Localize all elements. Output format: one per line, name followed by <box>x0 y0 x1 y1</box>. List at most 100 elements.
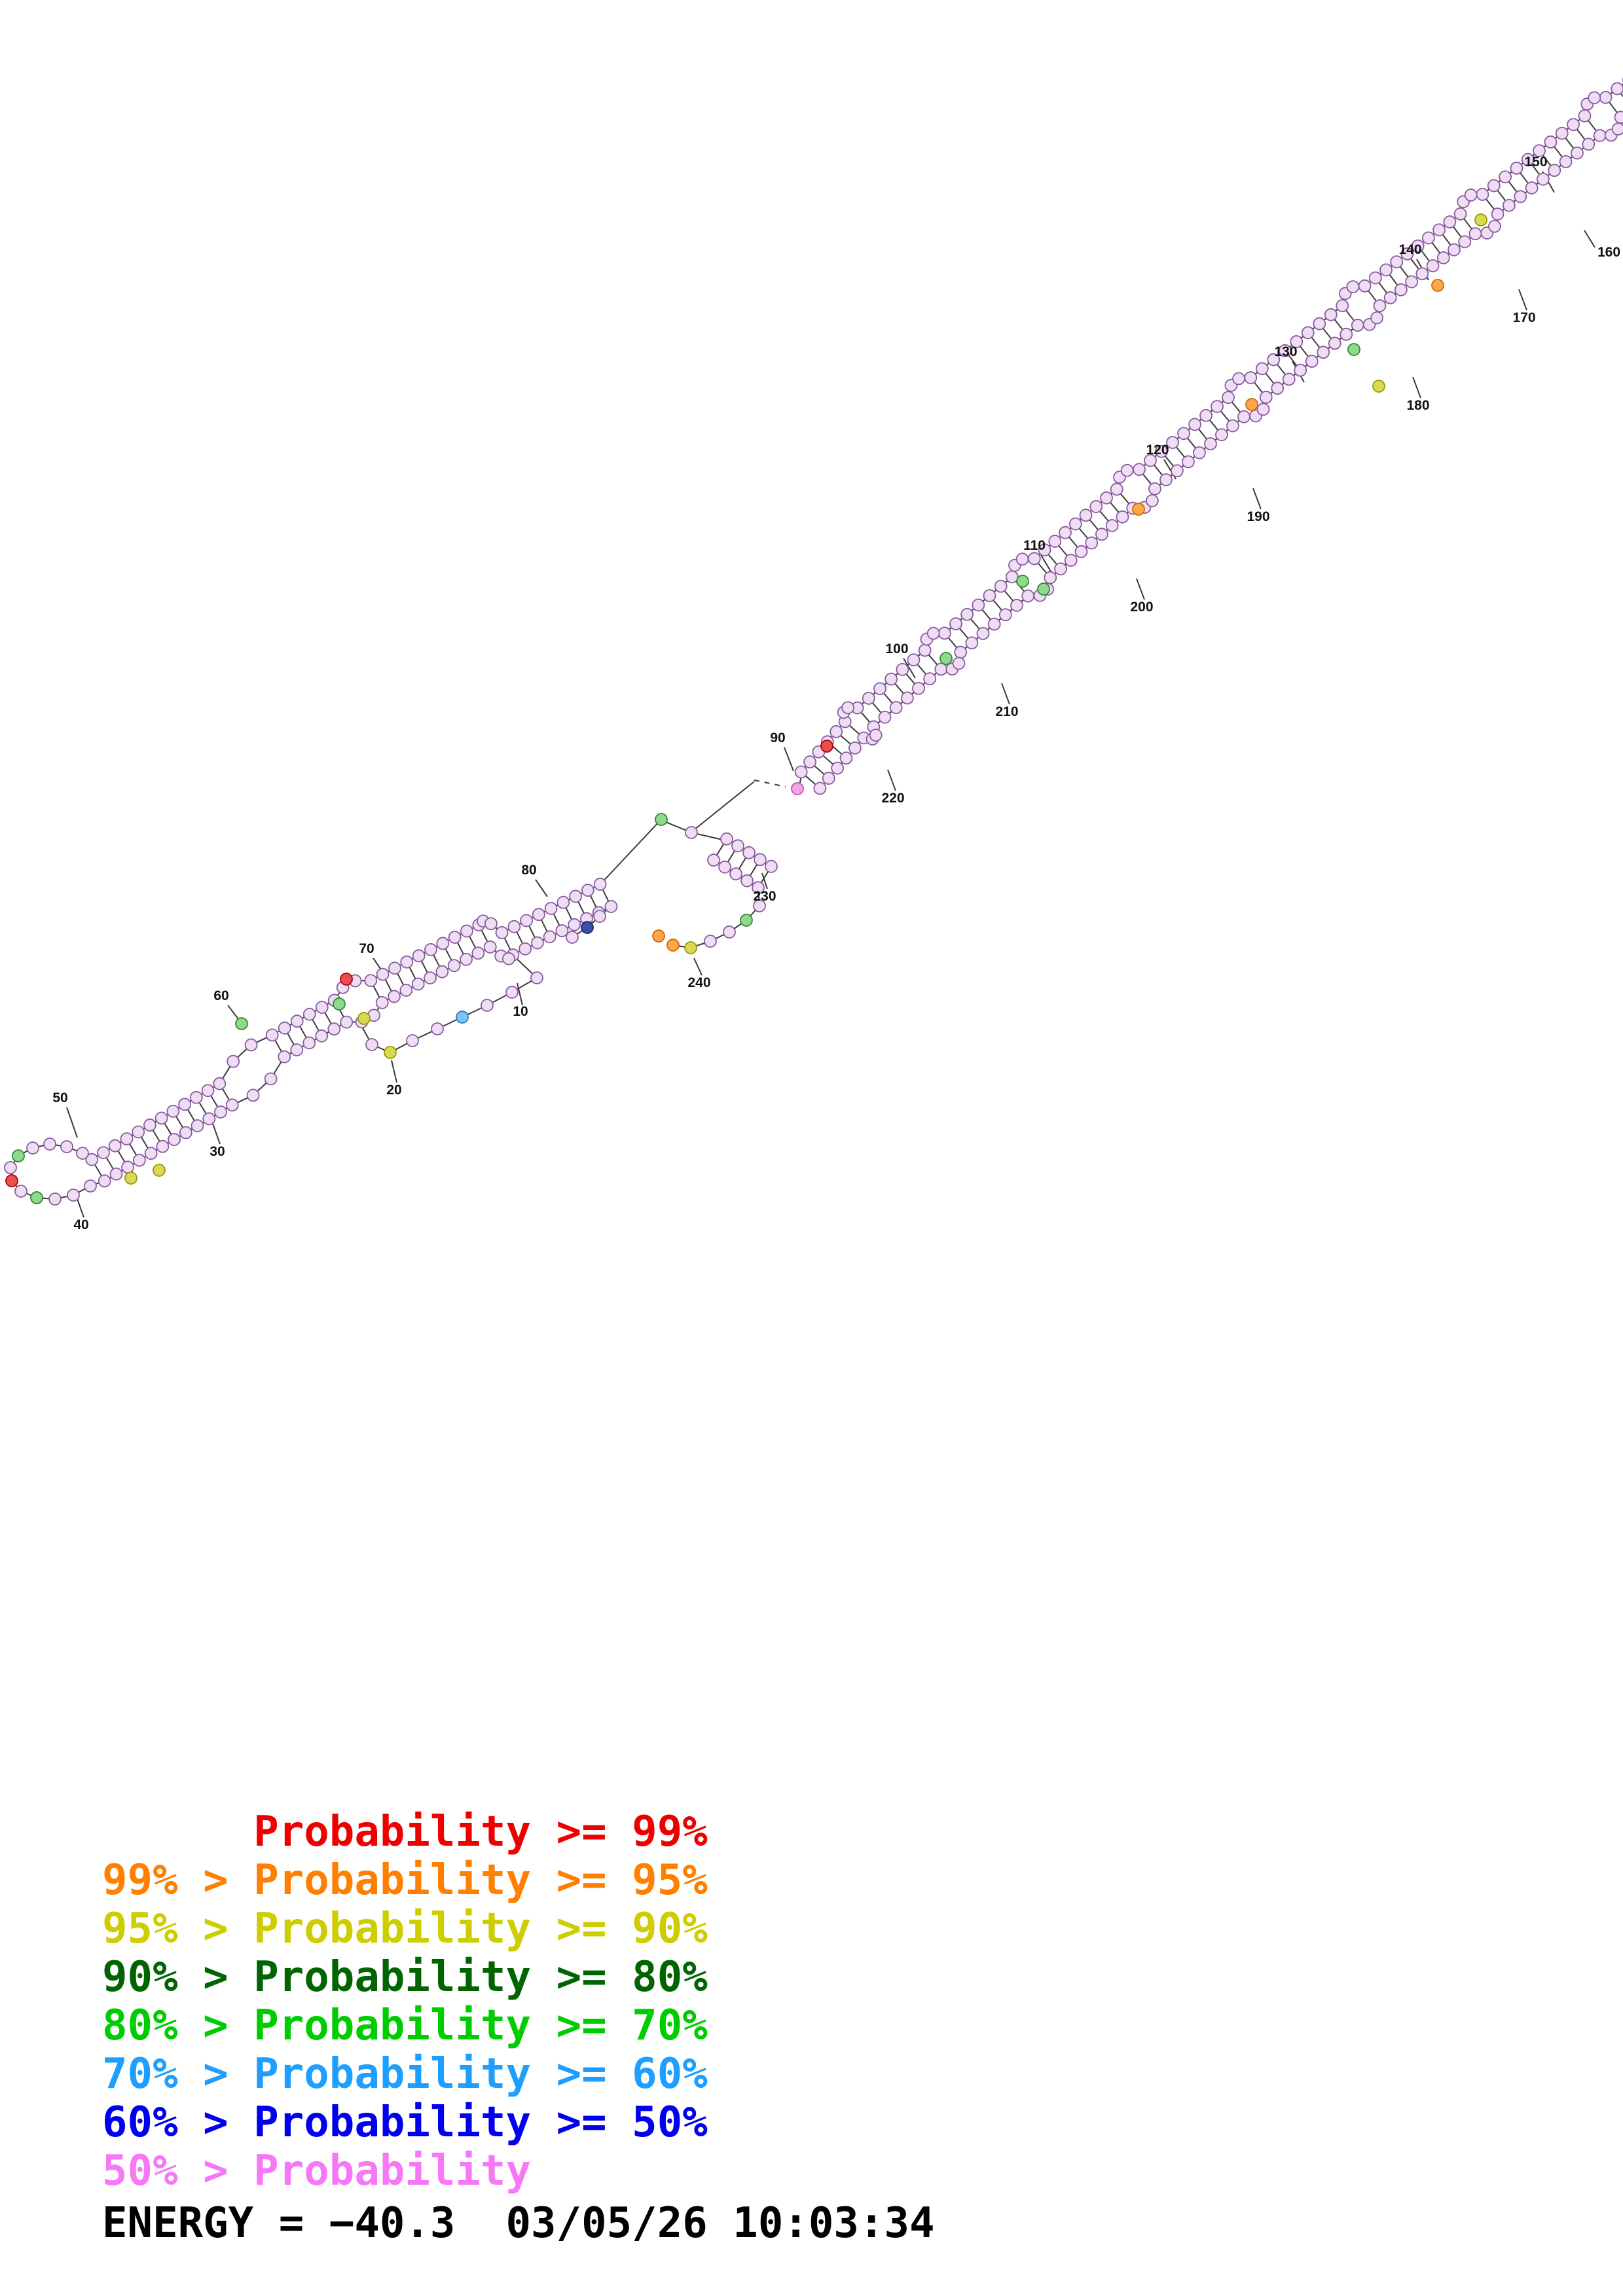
position-label: 80 <box>521 863 536 878</box>
nucleotide-node <box>97 1146 110 1160</box>
position-label: 240 <box>687 975 710 990</box>
nucleotide-node <box>1237 410 1250 423</box>
nucleotide-node <box>505 986 519 999</box>
nucleotide-node <box>581 884 594 897</box>
nucleotide-node <box>1599 90 1613 104</box>
nucleotide-node <box>340 973 353 986</box>
nucleotide-node <box>1037 583 1050 596</box>
nucleotide-node <box>1503 198 1516 212</box>
nucleotide-node <box>1074 545 1088 558</box>
nucleotide-node <box>1458 235 1472 249</box>
nucleotide-node <box>1390 255 1404 269</box>
nucleotide-node <box>960 607 974 621</box>
position-label: 60 <box>213 988 228 1003</box>
nucleotide-node <box>1351 319 1364 332</box>
nucleotide-node <box>752 881 765 895</box>
nucleotide-node <box>1578 109 1592 122</box>
nucleotide-nodes <box>4 77 1623 1206</box>
nucleotide-node <box>144 1147 158 1160</box>
nucleotide-node <box>1431 279 1444 292</box>
nucleotide-node <box>201 1084 215 1098</box>
nucleotide-node <box>1204 437 1217 450</box>
nucleotide-node <box>1510 162 1523 175</box>
nucleotide-node <box>1432 223 1446 237</box>
position-label: 40 <box>73 1217 88 1232</box>
nucleotide-node <box>30 1191 43 1204</box>
position-label: 230 <box>753 889 776 904</box>
nucleotide-node <box>244 1038 258 1052</box>
nucleotide-node <box>1611 122 1623 135</box>
nucleotide-node <box>375 996 389 1009</box>
nucleotide-node <box>1328 336 1341 350</box>
position-label: 110 <box>1023 538 1046 553</box>
nucleotide-node <box>994 579 1008 593</box>
nucleotide-node <box>1548 164 1561 177</box>
nucleotide-node <box>1464 188 1478 202</box>
nucleotide-node <box>1294 363 1307 377</box>
nucleotide-node <box>1188 418 1201 431</box>
nucleotide-node <box>1211 400 1224 413</box>
nucleotide-node <box>1133 463 1146 476</box>
nucleotide-node <box>327 1022 341 1036</box>
nucleotide-node <box>1166 436 1179 449</box>
nucleotide-node <box>530 971 543 984</box>
nucleotide-node <box>153 1164 166 1177</box>
nucleotide-node <box>43 1138 56 1151</box>
probability-legend: Probability >= 99% 99% > Probability >= 9… <box>102 1808 708 2195</box>
nucleotide-node <box>156 1139 170 1153</box>
nucleotide-node <box>424 971 437 985</box>
nucleotide-node <box>1146 494 1159 507</box>
nucleotide-node <box>456 1011 469 1024</box>
nucleotide-node <box>1426 259 1440 272</box>
nucleotide-node <box>652 929 665 942</box>
nucleotide-node <box>1171 464 1184 478</box>
nucleotide-node <box>502 952 515 965</box>
nucleotide-node <box>1182 455 1195 469</box>
nucleotide-node <box>484 917 498 931</box>
nucleotide-node <box>1110 482 1123 496</box>
nucleotide-node <box>1358 279 1372 293</box>
nucleotide-node <box>400 955 414 969</box>
nucleotide-node <box>471 946 485 960</box>
nucleotide-node <box>655 813 668 826</box>
nucleotide-node <box>1487 179 1501 192</box>
nucleotide-node <box>1533 144 1546 158</box>
nucleotide-node <box>108 1139 122 1153</box>
nucleotide-node <box>1120 463 1134 477</box>
nucleotide-node <box>954 645 968 659</box>
position-label: 200 <box>1130 600 1153 615</box>
nucleotide-node <box>1400 247 1414 260</box>
position-label: 100 <box>885 641 908 656</box>
nucleotide-node <box>848 741 862 755</box>
nucleotide-node <box>448 931 462 944</box>
nucleotide-node <box>1347 343 1360 356</box>
nucleotide-node <box>1340 327 1353 341</box>
nucleotide-node <box>384 1046 397 1059</box>
nucleotide-node <box>532 908 545 922</box>
position-label: 130 <box>1274 344 1297 359</box>
nucleotide-node <box>1453 207 1467 221</box>
nucleotide-node <box>424 942 437 956</box>
nucleotide-node <box>315 1029 329 1043</box>
nucleotide-node <box>189 1090 203 1104</box>
nucleotide-node <box>481 999 494 1012</box>
nucleotide-node <box>1105 519 1119 532</box>
nucleotide-node <box>1346 280 1360 294</box>
nucleotide-node <box>431 1022 444 1035</box>
nucleotide-node <box>109 1167 123 1181</box>
nucleotide-node <box>302 1007 316 1021</box>
nucleotide-node <box>235 1017 248 1030</box>
nucleotide-node <box>1132 503 1145 516</box>
nucleotide-node <box>278 1050 291 1064</box>
nucleotide-node <box>365 1038 378 1051</box>
nucleotide-node <box>1290 335 1304 348</box>
nucleotide-node <box>436 937 450 950</box>
nucleotide-node <box>214 1105 227 1119</box>
nucleotide-node <box>12 1149 25 1162</box>
nucleotide-node <box>406 1034 419 1047</box>
nucleotide-node <box>447 959 461 973</box>
legend-line: 90% > Probability >= 80% <box>102 1953 708 2001</box>
nucleotide-node <box>1245 398 1258 411</box>
nucleotide-node <box>754 853 767 867</box>
nucleotide-node <box>949 617 962 630</box>
